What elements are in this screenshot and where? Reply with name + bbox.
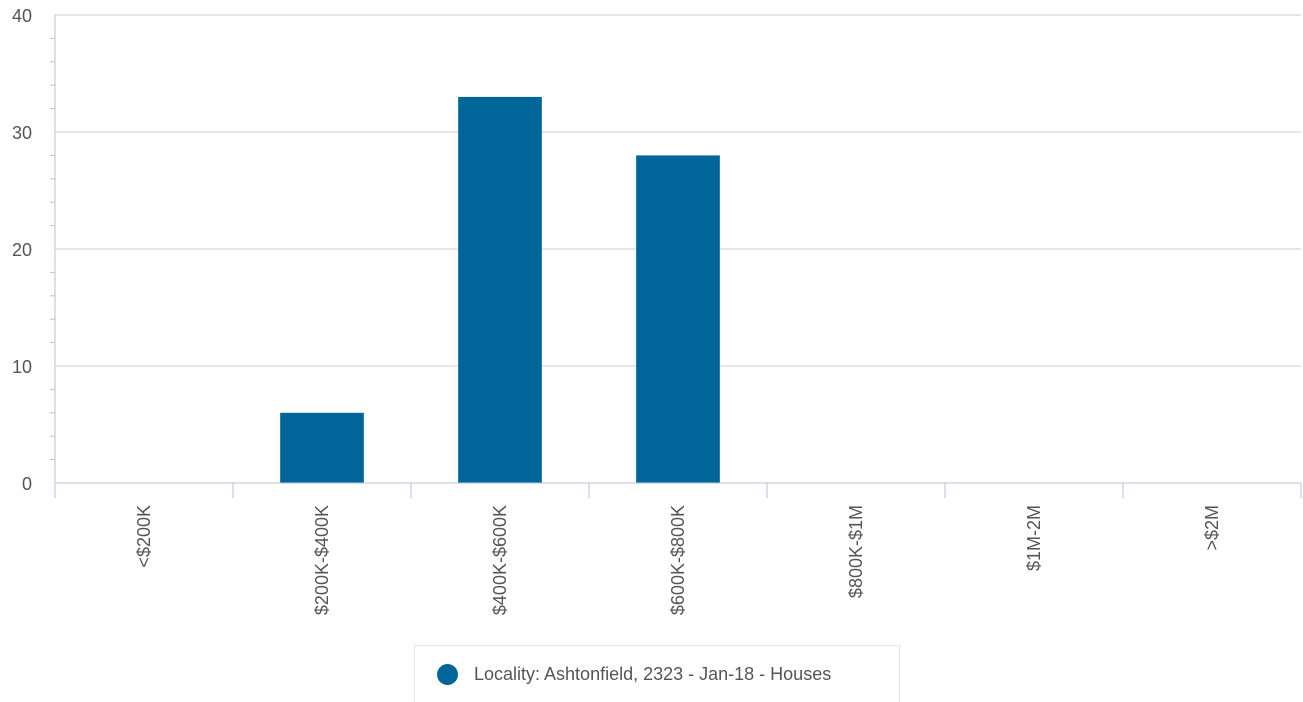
legend-label: Locality: Ashtonfield, 2323 - Jan-18 - H… xyxy=(474,663,832,684)
y-axis-tick-labels: 0 10 20 30 40 xyxy=(12,6,32,494)
x-tick-label: $200K-$400K xyxy=(312,505,332,615)
legend[interactable]: Locality: Ashtonfield, 2323 - Jan-18 - H… xyxy=(414,645,900,702)
bar-2 xyxy=(458,96,542,484)
bar-1 xyxy=(280,412,364,483)
x-tick-label: <$200K xyxy=(134,505,154,568)
x-axis-tick-labels: <$200K $200K-$400K $400K-$600K $600K-$800K $… xyxy=(134,505,1222,615)
y-axis-minor-ticks xyxy=(50,37,55,461)
y-tick-label: 30 xyxy=(12,123,32,143)
y-tick-label: 20 xyxy=(12,240,32,260)
x-tick-label: $800K-$1M xyxy=(846,505,866,598)
bars xyxy=(280,96,720,484)
bar-3 xyxy=(636,155,720,483)
y-tick-label: 40 xyxy=(12,6,32,26)
x-axis-ticks xyxy=(54,483,1302,498)
legend-marker-icon xyxy=(437,663,458,685)
x-tick-label: $1M-2M xyxy=(1024,505,1044,571)
x-tick-label: $400K-$600K xyxy=(490,505,510,615)
x-tick-label: $600K-$800K xyxy=(668,505,688,615)
y-tick-label: 0 xyxy=(22,474,32,494)
x-tick-label: >$2M xyxy=(1202,505,1222,551)
y-tick-label: 10 xyxy=(12,357,32,377)
